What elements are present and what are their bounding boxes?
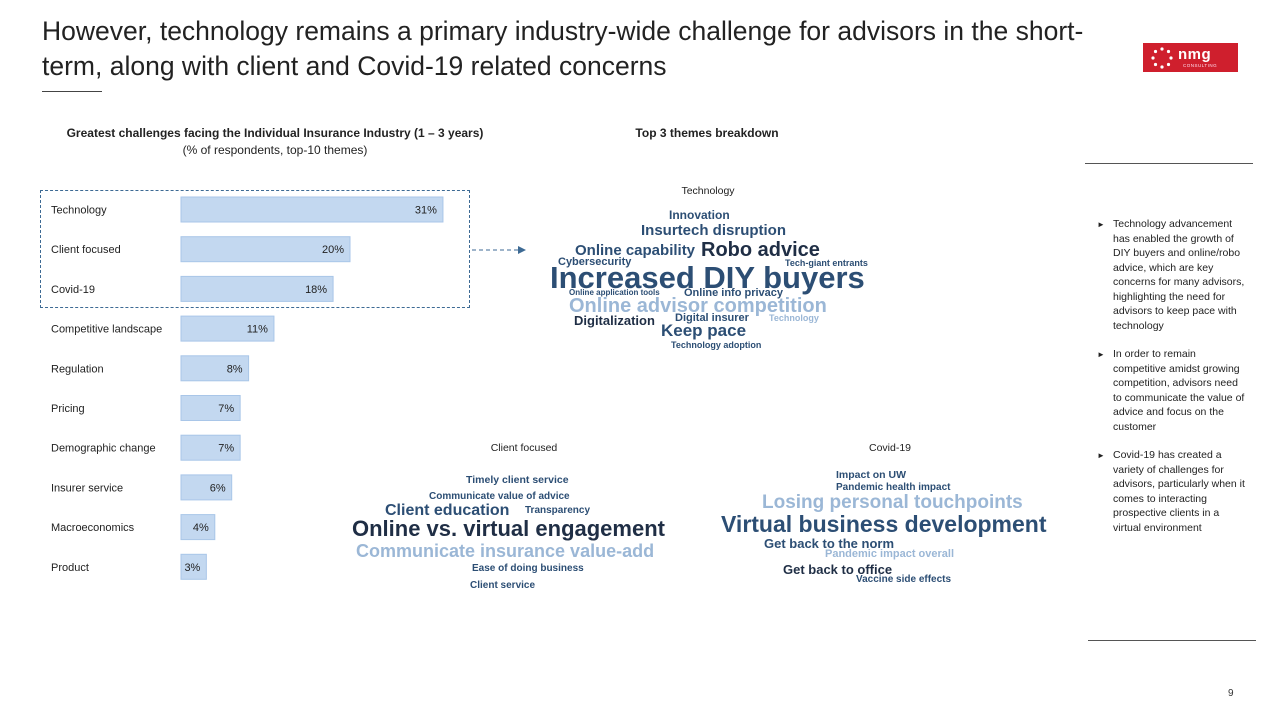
word-vaccine-side-effects: Vaccine side effects <box>856 574 952 585</box>
top-three-highlight-box <box>40 190 470 308</box>
word-online-application-tools: Online application tools <box>569 288 660 297</box>
technology-cloud-title: Technology <box>681 185 735 197</box>
technology-word-cloud: Innovation Insurtech disruption Online c… <box>545 205 875 355</box>
insights-top-rule <box>1085 163 1253 164</box>
word-losing-personal-touchpoints: Losing personal touchpoints <box>762 492 1023 513</box>
page-number: 9 <box>1228 688 1234 699</box>
word-impact-on-uw: Impact on UW <box>836 469 906 481</box>
insight-text: Covid-19 has created a variety of challe… <box>1113 449 1245 534</box>
word-innovation: Innovation <box>669 208 730 222</box>
word-timely-client-service: Timely client service <box>466 474 569 486</box>
word-client-service: Client service <box>470 580 536 591</box>
word-communicate-insurance-value-add: Communicate insurance value-add <box>356 541 655 561</box>
covid-word-cloud: Impact on UW Pandemic health impact Losi… <box>715 465 1075 595</box>
category-label: Insurer service <box>51 482 123 494</box>
word-keep-pace: Keep pace <box>661 321 747 340</box>
category-label: Competitive landscape <box>51 324 162 336</box>
chart-subtitle: (% of respondents, top-10 themes) <box>182 143 368 157</box>
value-label: 7% <box>218 403 234 415</box>
word-online-info-privacy: Online info privacy <box>684 287 784 299</box>
value-label: 3% <box>184 562 200 574</box>
insight-item: ► Technology advancement has enabled the… <box>1097 217 1247 333</box>
category-label: Regulation <box>51 363 104 375</box>
bar <box>180 514 216 541</box>
bar <box>180 434 241 461</box>
word-increased-diy-buyers: Increased DIY buyers <box>550 260 865 295</box>
word-online-advisor-competition: Online advisor competition <box>569 295 827 317</box>
triangle-bullet-icon: ► <box>1097 350 1105 359</box>
word-online-capability: Online capability <box>575 242 696 259</box>
word-technology: Technology <box>769 313 819 323</box>
word-pandemic-health-impact: Pandemic health impact <box>836 482 951 493</box>
bar <box>180 196 444 223</box>
bar <box>180 474 233 501</box>
challenges-bar-chart: Technology 31% Client focused 20% Covid-19 18… <box>51 196 444 580</box>
insight-item: ► In order to remain competitive amidst … <box>1097 347 1247 434</box>
category-label: Macroeconomics <box>51 522 135 534</box>
insight-item: ► Covid-19 has created a variety of chal… <box>1097 448 1247 535</box>
category-label: Pricing <box>51 403 85 415</box>
bar <box>180 236 351 263</box>
value-label: 31% <box>415 205 437 217</box>
logo-subtext: CONSULTING <box>1183 63 1218 68</box>
category-label: Covid-19 <box>51 284 95 296</box>
slide-title: However, technology remains a primary in… <box>42 16 1084 81</box>
value-label: 6% <box>210 482 226 494</box>
insights-panel: ► Technology advancement has enabled the… <box>1097 217 1247 549</box>
word-ease-of-doing-business: Ease of doing business <box>472 563 584 574</box>
dashed-arrow-icon <box>472 246 526 254</box>
word-technology-adoption: Technology adoption <box>671 340 762 350</box>
nmg-logo: nmg CONSULTING <box>1143 43 1238 72</box>
triangle-bullet-icon: ► <box>1097 451 1105 460</box>
logo-mark-icon <box>1151 46 1173 69</box>
value-label: 4% <box>193 522 209 534</box>
insight-text: In order to remain competitive amidst gr… <box>1113 348 1245 433</box>
title-underline <box>42 91 102 92</box>
bar <box>180 275 334 302</box>
word-client-education: Client education <box>385 502 510 519</box>
word-online-vs-virtual-engagement: Online vs. virtual engagement <box>352 516 665 541</box>
bar <box>180 315 275 342</box>
word-tech-giant-entrants: Tech-giant entrants <box>785 258 868 268</box>
word-get-back-to-the-norm: Get back to the norm <box>764 536 895 551</box>
word-robo-advice: Robo advice <box>701 239 820 261</box>
client-focused-word-cloud: Timely client service Communicate value … <box>345 470 675 595</box>
category-label: Product <box>51 562 89 574</box>
covid-cloud-title: Covid-19 <box>868 442 912 454</box>
category-label: Technology <box>51 205 107 217</box>
value-label: 18% <box>305 284 327 296</box>
value-label: 20% <box>322 244 344 256</box>
word-get-back-to-office: Get back to office <box>783 562 893 577</box>
bar <box>180 355 250 382</box>
word-cybersecurity: Cybersecurity <box>558 256 632 268</box>
triangle-bullet-icon: ► <box>1097 220 1105 229</box>
client-focused-cloud-title: Client focused <box>490 442 558 454</box>
value-label: 11% <box>247 324 268 336</box>
insight-text: Technology advancement has enabled the g… <box>1113 218 1245 332</box>
word-communicate-value-of-advice: Communicate value of advice <box>429 491 570 502</box>
word-digitalization: Digitalization <box>574 313 655 328</box>
category-label: Client focused <box>51 244 121 256</box>
value-label: 8% <box>227 363 243 375</box>
chart-title: Greatest challenges facing the Individua… <box>66 126 484 140</box>
value-label: 7% <box>218 443 234 455</box>
word-transparency: Transparency <box>525 505 591 516</box>
bar <box>180 553 207 580</box>
bar <box>180 395 241 421</box>
word-pandemic-impact-overall: Pandemic impact overall <box>825 548 954 560</box>
insights-bottom-rule <box>1088 640 1256 641</box>
logo-wordmark: nmg <box>1178 46 1212 63</box>
word-virtual-business-development: Virtual business development <box>721 511 1047 537</box>
word-digital-insurer: Digital insurer <box>675 312 749 324</box>
themes-breakdown-title: Top 3 themes breakdown <box>635 126 779 140</box>
category-label: Demographic change <box>51 443 156 455</box>
word-insurtech-disruption: Insurtech disruption <box>641 222 787 239</box>
